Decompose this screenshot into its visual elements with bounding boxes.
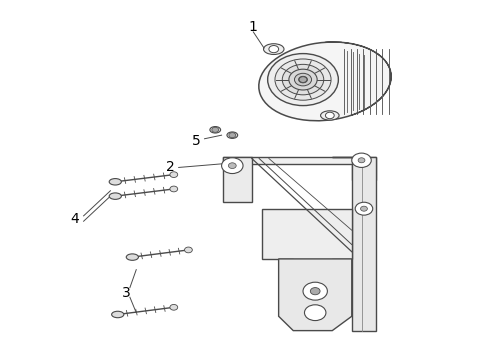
Ellipse shape	[294, 73, 311, 86]
Ellipse shape	[288, 69, 317, 90]
Circle shape	[228, 133, 235, 138]
Circle shape	[357, 158, 364, 163]
Ellipse shape	[109, 193, 121, 199]
Circle shape	[169, 186, 177, 192]
Polygon shape	[278, 259, 351, 330]
Ellipse shape	[258, 42, 390, 121]
Ellipse shape	[263, 44, 284, 54]
Circle shape	[169, 172, 177, 177]
Circle shape	[268, 45, 278, 53]
Text: 1: 1	[248, 19, 257, 33]
Ellipse shape	[111, 311, 123, 318]
Ellipse shape	[298, 76, 307, 83]
Ellipse shape	[267, 54, 338, 105]
Circle shape	[211, 127, 218, 132]
Ellipse shape	[320, 111, 338, 120]
Circle shape	[304, 305, 325, 320]
Circle shape	[360, 206, 366, 211]
Circle shape	[310, 288, 320, 295]
Polygon shape	[222, 157, 251, 202]
Text: 2: 2	[165, 161, 174, 175]
Polygon shape	[261, 209, 351, 288]
Ellipse shape	[282, 64, 323, 95]
Text: 5: 5	[192, 134, 201, 148]
Circle shape	[354, 202, 372, 215]
Polygon shape	[331, 157, 375, 330]
Circle shape	[325, 112, 333, 119]
Ellipse shape	[226, 132, 237, 138]
Ellipse shape	[209, 127, 220, 133]
Circle shape	[169, 305, 177, 310]
Circle shape	[303, 282, 327, 300]
Circle shape	[221, 158, 243, 174]
Circle shape	[184, 247, 192, 253]
Polygon shape	[222, 157, 375, 180]
Ellipse shape	[109, 179, 121, 185]
Text: 4: 4	[70, 212, 79, 226]
Circle shape	[299, 77, 306, 82]
Text: 3: 3	[122, 286, 131, 300]
Circle shape	[228, 163, 236, 168]
Circle shape	[351, 153, 370, 167]
Ellipse shape	[126, 254, 138, 260]
Ellipse shape	[274, 59, 330, 100]
